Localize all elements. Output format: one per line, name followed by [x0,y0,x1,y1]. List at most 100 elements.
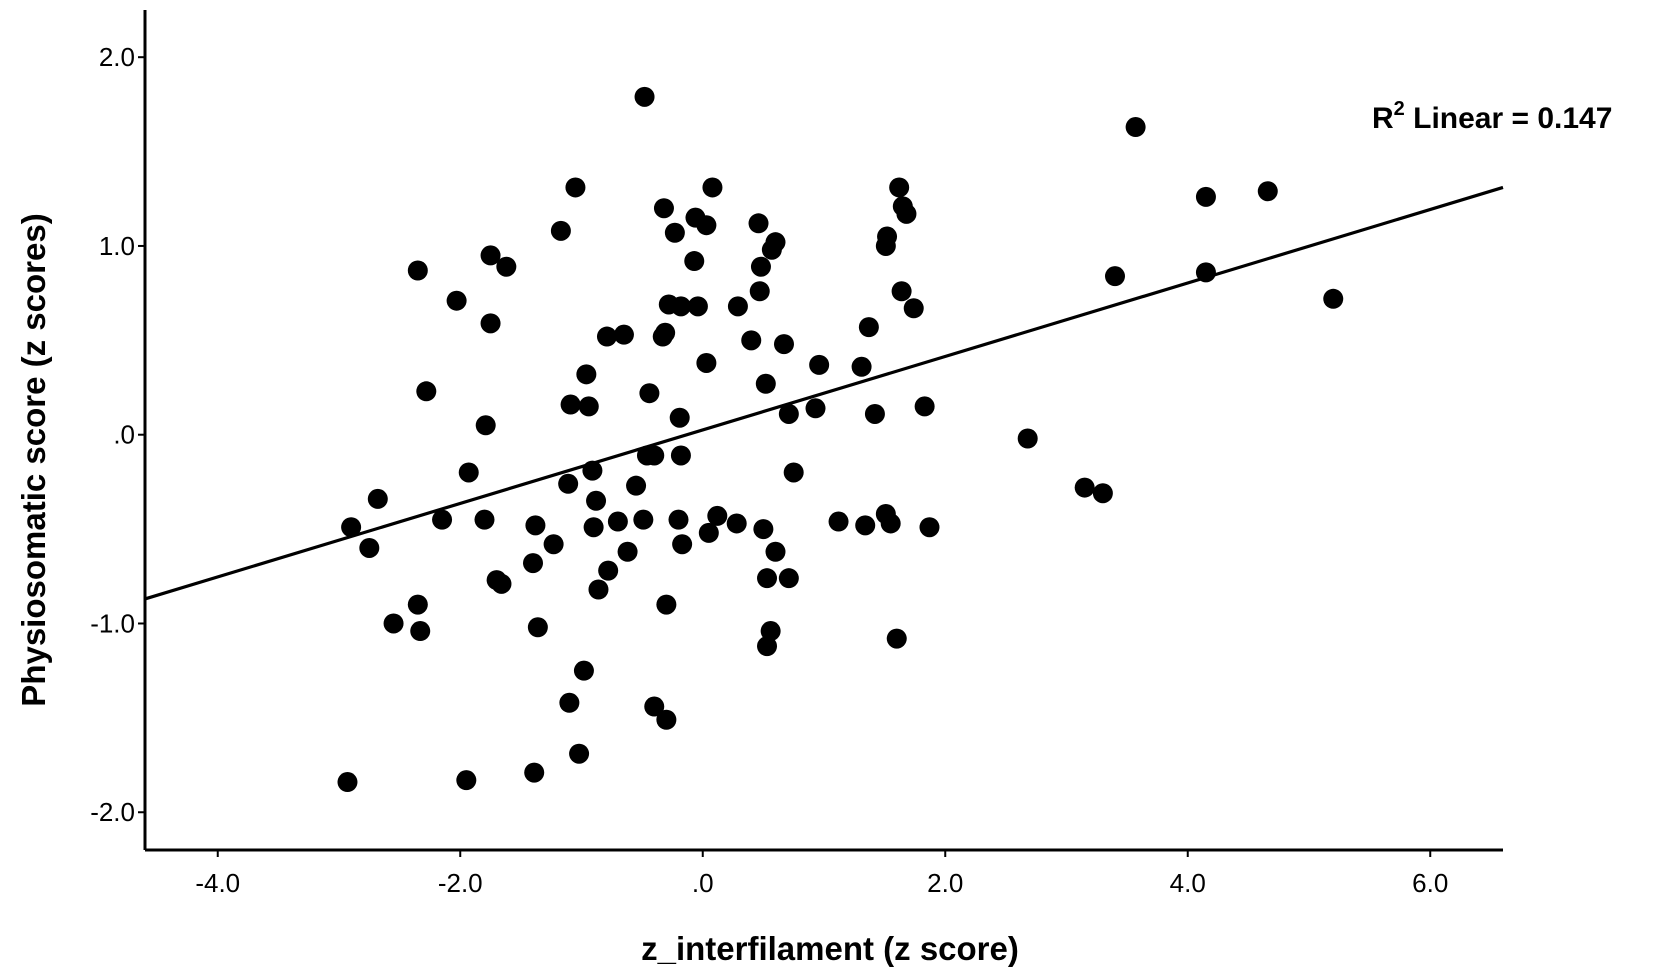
data-point [586,490,607,511]
data-point [407,594,428,615]
data-point [559,692,580,713]
data-point [727,296,748,317]
data-point [670,296,691,317]
x-tick-label: 6.0 [1412,868,1448,898]
data-point [634,86,655,107]
x-axis-title: z_interfilament (z score) [641,930,1019,967]
data-point [527,617,548,638]
data-point [875,235,896,256]
data-point [672,534,693,555]
data-point [410,621,431,642]
data-point [757,568,778,589]
data-point [741,330,762,351]
data-point [886,628,907,649]
data-point [367,488,388,509]
data-point [633,509,654,530]
data-point [496,256,517,277]
data-point [698,522,719,543]
x-ticks: -4.0 -2.0 .0 2.0 4.0 6.0 [195,850,1448,898]
data-point [757,636,778,657]
data-point [583,517,604,538]
data-point [644,445,665,466]
data-point [851,356,872,377]
data-point [773,334,794,355]
data-point [607,511,628,532]
x-tick-label: -2.0 [438,868,483,898]
data-point [669,407,690,428]
data-point [1323,288,1344,309]
y-tick-label: 2.0 [99,42,135,72]
data-point [550,220,571,241]
data-point [588,579,609,600]
data-point [613,324,634,345]
data-point [560,394,581,415]
data-point [576,364,597,385]
data-point [543,534,564,555]
data-point [383,613,404,634]
data-point [880,513,901,534]
data-point [864,403,885,424]
data-point [664,222,685,243]
x-tick-label: -4.0 [195,868,240,898]
data-point [491,573,512,594]
y-tick-label: .0 [113,420,135,450]
data-point [668,509,689,530]
data-point [914,396,935,417]
data-point [783,462,804,483]
r-squared-label-sup: 2 [1394,98,1405,120]
data-point [456,770,477,791]
data-point [726,513,747,534]
data-point [896,203,917,224]
y-tick-label: -2.0 [90,797,135,827]
data-point [653,198,674,219]
data-point [696,352,717,373]
data-point [1257,181,1278,202]
data-point [702,177,723,198]
data-point [432,509,453,530]
data-point [644,696,665,717]
data-point [582,460,603,481]
data-point [778,568,799,589]
x-tick-label: 4.0 [1170,868,1206,898]
y-axis-title: Physiosomatic score (z scores) [15,213,52,706]
data-point [639,383,660,404]
data-point [809,354,830,375]
data-point [523,553,543,574]
data-point [855,515,876,536]
axes [143,10,1503,852]
data-point [480,313,501,334]
data-point [617,541,638,562]
data-point [569,743,590,764]
data-point [578,396,599,417]
x-tick-label: .0 [692,868,714,898]
data-point [919,517,940,538]
r-squared-label-rest: Linear = 0.147 [1405,102,1613,135]
y-ticks: -2.0 -1.0 .0 1.0 2.0 [90,42,145,827]
r-squared-label: R2 Linear = 0.147 [1372,98,1612,135]
data-point [858,317,879,338]
data-point [1195,186,1216,207]
data-point [761,239,782,260]
data-point [684,251,705,272]
r-squared-label-main: R [1372,102,1394,135]
data-point [337,772,358,793]
data-point [696,215,717,236]
data-point [1092,483,1113,504]
fit-line [144,185,1504,601]
data-point [416,381,437,402]
data-point [805,398,826,419]
data-point [475,415,496,436]
data-point [656,594,677,615]
data-point [626,475,647,496]
data-point [524,762,545,783]
data-point [359,537,380,558]
data-point [687,296,708,317]
data-point [828,511,849,532]
data-point [778,403,799,424]
data-point [891,281,912,302]
data-point [760,621,781,642]
data-point [446,290,467,311]
data-point [341,517,362,538]
data-point [1195,262,1216,283]
